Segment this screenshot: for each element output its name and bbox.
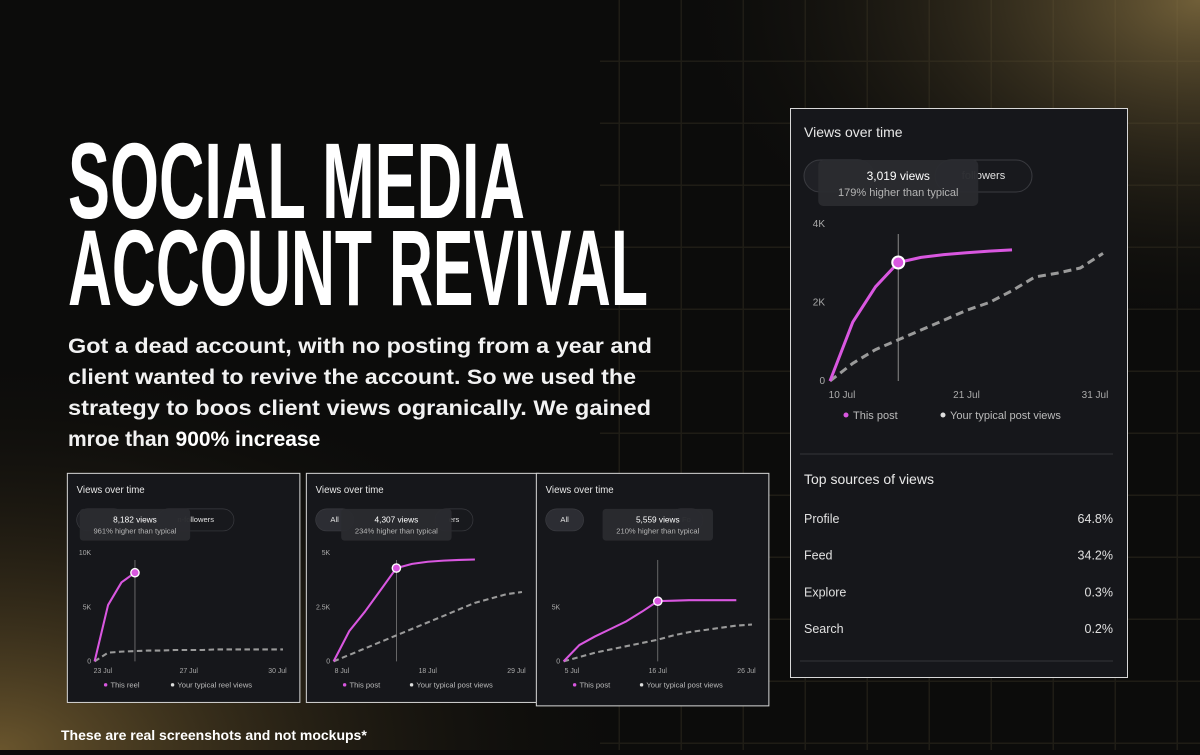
panel-title: Views over time: [546, 485, 614, 496]
y-tick-label: 5K: [552, 604, 561, 611]
description-line: mroe than 900% increase: [68, 428, 320, 451]
panel-title: Views over time: [77, 485, 145, 496]
x-tick-label: 5 Jul: [565, 668, 580, 675]
description-line: client wanted to revive the account. So …: [68, 366, 636, 389]
legend-label: This post: [349, 681, 381, 690]
description-text: mroe than: [68, 428, 170, 451]
panel-title: Views over time: [804, 124, 903, 140]
source-share: 0.2%: [1085, 622, 1114, 636]
y-tick-label: 2K: [813, 298, 826, 309]
tooltip: [341, 508, 452, 541]
legend-label: This reel: [110, 681, 139, 690]
legend-dot: [342, 683, 347, 687]
highlight-point: [391, 563, 402, 573]
highlight-point: [130, 567, 140, 578]
y-tick-label: 10K: [79, 550, 92, 557]
legend-label: Your typical post views: [416, 681, 493, 690]
legend-dot: [572, 683, 577, 687]
panel-title: Views over time: [316, 485, 384, 496]
legend-dot: [409, 683, 414, 687]
description-line: Got a dead account, with no posting from…: [68, 335, 652, 358]
legend-label: Your typical post views: [950, 410, 1061, 422]
tooltip-views: 5,559 views: [636, 516, 680, 525]
y-tick-label: 0: [87, 658, 91, 665]
legend-dot: [639, 683, 644, 687]
heading: ACCOUNT REVIVAL: [68, 207, 648, 328]
footnote: These are real screenshots and not mocku…: [61, 727, 367, 743]
y-tick-label: 5K: [322, 550, 331, 557]
tooltip-views: 3,019 views: [867, 169, 930, 183]
heading: SOCIAL MEDIA: [68, 120, 525, 241]
chip-label: All: [330, 515, 339, 524]
x-tick-label: 23 Jul: [94, 668, 113, 675]
x-tick-label: 21 Jul: [953, 390, 980, 401]
tooltip: [79, 508, 191, 541]
source-share: 64.8%: [1078, 512, 1113, 526]
y-tick-label: 0: [819, 376, 825, 387]
legend-dot: [103, 683, 108, 687]
x-tick-label: 16 Jul: [649, 668, 668, 675]
source-share: 34.2%: [1078, 549, 1113, 563]
source-share: 0.3%: [1085, 585, 1114, 599]
source-name: Profile: [804, 512, 839, 526]
series-line: [562, 599, 737, 663]
y-tick-label: 4K: [813, 219, 826, 230]
panel: Views over time n-followers 0 5K 10K 23 Jul 27…: [66, 472, 301, 703]
y-tick-label: 5K: [83, 604, 92, 611]
source-name: Search: [804, 622, 844, 636]
x-tick-label: 29 Jul: [507, 668, 526, 675]
description-line: strategy to boos client views ogranicall…: [68, 397, 651, 420]
legend-label: This post: [853, 410, 898, 422]
tooltip-change: 179% higher than typical: [838, 187, 958, 199]
x-tick-label: 8 Jul: [335, 668, 350, 675]
series-line: [828, 248, 1013, 382]
y-tick-label: 2.5K: [316, 604, 331, 611]
source-name: Feed: [804, 549, 833, 563]
chip-label: n-followers: [177, 515, 214, 524]
tooltip-change: 234% higher than typical: [355, 527, 438, 536]
chip: [545, 508, 584, 532]
series-line: [829, 252, 1104, 383]
highlight-point: [891, 255, 906, 270]
highlight-point: [652, 596, 663, 606]
chip-label: ers: [449, 515, 460, 524]
tooltip: [818, 160, 979, 206]
highlight: 900% increase: [176, 428, 321, 451]
legend-dot: [170, 683, 175, 687]
tooltip-views: 8,182 views: [113, 516, 157, 525]
legend-label: Your typical reel views: [177, 681, 252, 690]
legend-label: This post: [579, 681, 611, 690]
y-tick-label: 0: [556, 658, 560, 665]
panel: Views over time All ers 0 2.5K 5K 8 Jul 18 Jul 2…: [305, 472, 540, 703]
series-line: [93, 571, 136, 662]
x-tick-label: 26 Jul: [737, 668, 756, 675]
chip-label: All: [560, 515, 569, 524]
tooltip-change: 961% higher than typical: [93, 527, 176, 536]
tooltip-views: 4,307 views: [375, 516, 419, 525]
legend-label: Your typical post views: [646, 681, 723, 690]
series-line: [332, 558, 475, 662]
legend-dot: [843, 412, 849, 418]
x-tick-label: 18 Jul: [419, 668, 438, 675]
sources-title: Top sources of views: [804, 471, 934, 487]
series-line: [333, 591, 523, 663]
y-tick-label: 0: [326, 658, 330, 665]
x-tick-label: 27 Jul: [180, 668, 199, 675]
x-tick-label: 30 Jul: [268, 668, 287, 675]
tooltip: [602, 508, 713, 541]
x-tick-label: 10 Jul: [829, 390, 856, 401]
legend-dot: [940, 412, 946, 418]
source-name: Explore: [804, 585, 846, 599]
tooltip-change: 210% higher than typical: [616, 527, 699, 536]
x-tick-label: 31 Jul: [1082, 390, 1109, 401]
